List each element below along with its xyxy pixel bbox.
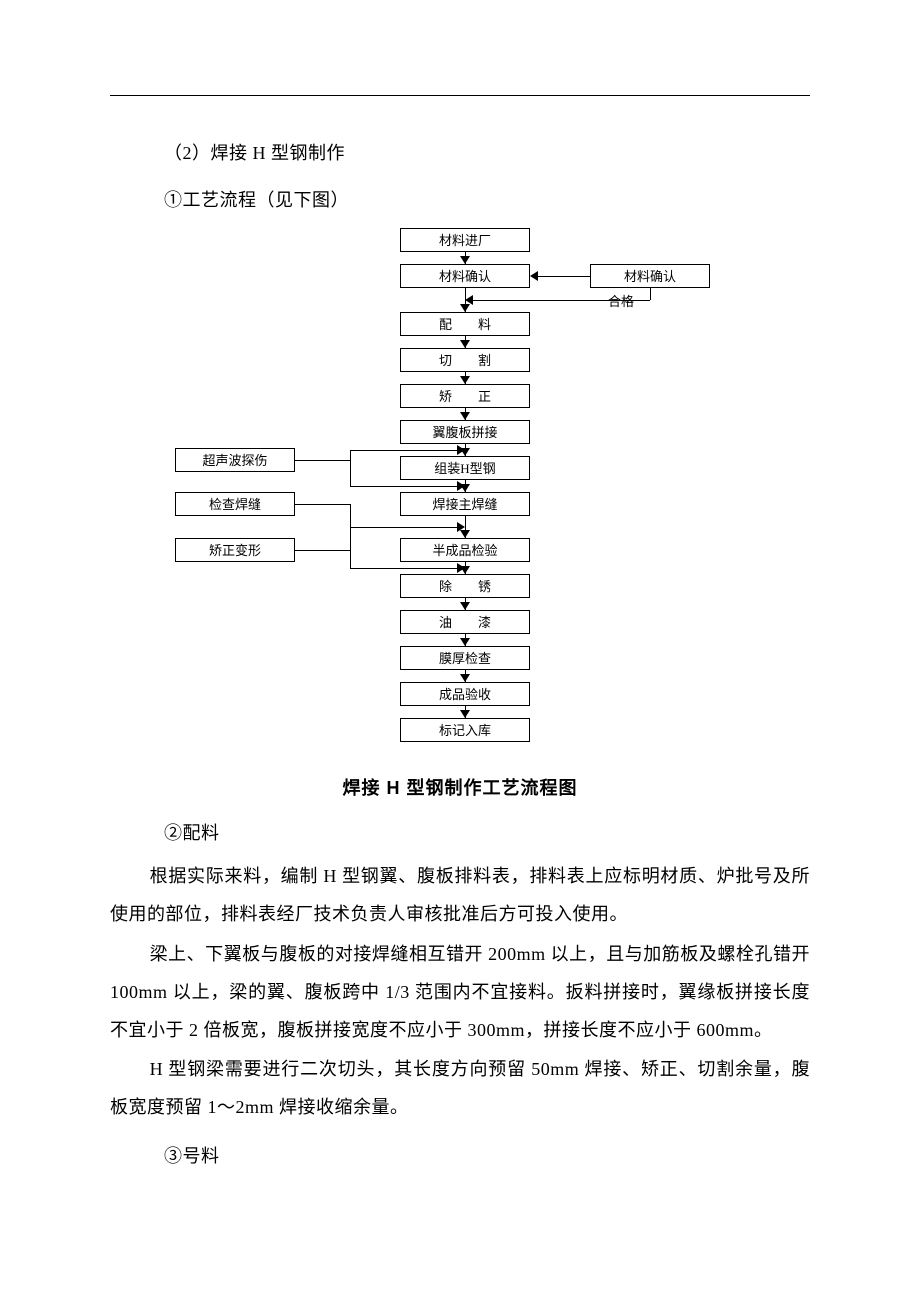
flow-node-n2: 材料确认 xyxy=(400,264,530,288)
flow-node-n7: 组装H型钢 xyxy=(400,456,530,480)
arrow-down-icon xyxy=(460,376,470,384)
step3-heading: ③号料 xyxy=(128,1133,810,1180)
flow-node-s3: 矫正变形 xyxy=(175,538,295,562)
flow-node-n12: 膜厚检查 xyxy=(400,646,530,670)
flow-node-n13: 成品验收 xyxy=(400,682,530,706)
flow-node-n6: 翼腹板拼接 xyxy=(400,420,530,444)
section-heading: （2）焊接 H 型钢制作 xyxy=(128,130,810,177)
flow-node-n11: 油 漆 xyxy=(400,610,530,634)
arrow-down-icon xyxy=(460,674,470,682)
connector xyxy=(350,450,351,460)
connector xyxy=(350,504,351,527)
connector xyxy=(295,550,350,551)
arrow-down-icon xyxy=(460,304,470,312)
flow-node-n14: 标记入库 xyxy=(400,718,530,742)
connector xyxy=(350,486,459,487)
connector xyxy=(295,504,350,505)
flow-node-s2: 检查焊缝 xyxy=(175,492,295,516)
connector xyxy=(650,288,651,300)
label-qualified: 合格 xyxy=(608,291,634,310)
connector xyxy=(350,527,459,528)
flow-node-n5: 矫 正 xyxy=(400,384,530,408)
arrow-left-icon xyxy=(465,295,473,305)
flow-node-n4: 切 割 xyxy=(400,348,530,372)
connector xyxy=(350,450,459,451)
para-2c: H 型钢梁需要进行二次切头，其长度方向预留 50mm 焊接、矫正、切割余量，腹板… xyxy=(110,1051,810,1127)
para-2b: 梁上、下翼板与腹板的对接焊缝相互错开 200mm 以上，且与加筋板及螺栓孔错开 … xyxy=(110,936,810,1049)
step1-heading: ①工艺流程（见下图） xyxy=(128,177,810,224)
arrow-down-icon xyxy=(460,340,470,348)
arrow-down-icon xyxy=(460,412,470,420)
connector xyxy=(350,568,459,569)
flowchart-caption: 焊接 H 型钢制作工艺流程图 xyxy=(110,774,810,800)
arrow-down-icon xyxy=(460,710,470,718)
arrow-right-icon xyxy=(457,481,465,491)
flow-node-n9: 半成品检验 xyxy=(400,538,530,562)
para-2a: 根据实际来料，编制 H 型钢翼、腹板排料表，排料表上应标明材质、炉批号及所使用的… xyxy=(110,858,810,934)
connector xyxy=(350,460,351,486)
arrow-right-icon xyxy=(457,563,465,573)
flow-node-n10: 除 锈 xyxy=(400,574,530,598)
arrow-down-icon xyxy=(460,256,470,264)
arrow-down-icon xyxy=(460,602,470,610)
flow-node-n3: 配 料 xyxy=(400,312,530,336)
connector xyxy=(295,460,350,461)
flowchart: 材料进厂材料确认 材料确认配 料切 割矫 正翼腹板拼接超声波探伤 组装H型钢检查焊缝… xyxy=(120,228,800,768)
flow-node-n2r: 材料确认 xyxy=(590,264,710,288)
connector xyxy=(350,550,351,568)
arrow-left-icon xyxy=(530,271,538,281)
arrow-right-icon xyxy=(457,522,465,532)
arrow-right-icon xyxy=(457,445,465,455)
flow-node-n8: 焊接主焊缝 xyxy=(400,492,530,516)
arrow-down-icon xyxy=(460,638,470,646)
page-divider xyxy=(110,95,810,96)
step2-heading: ②配料 xyxy=(128,810,810,857)
flow-node-n1: 材料进厂 xyxy=(400,228,530,252)
connector xyxy=(538,276,590,277)
flow-node-s1: 超声波探伤 xyxy=(175,448,295,472)
